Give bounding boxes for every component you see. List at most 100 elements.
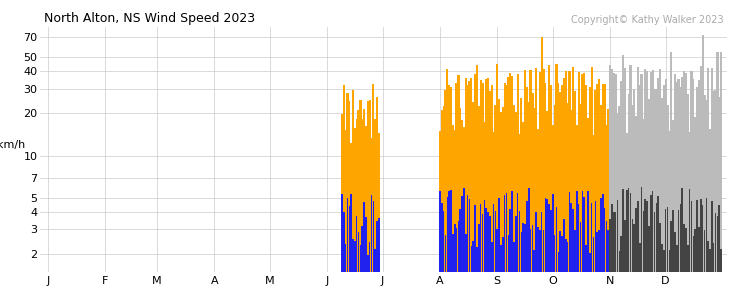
Bar — [360, 245, 361, 272]
Bar — [365, 126, 367, 272]
Bar — [702, 35, 704, 272]
Bar — [574, 91, 576, 272]
Bar — [604, 208, 606, 272]
Bar — [709, 249, 711, 272]
Bar — [377, 221, 378, 272]
Bar — [633, 89, 636, 272]
Bar — [620, 81, 622, 272]
Bar — [559, 231, 561, 272]
Bar — [476, 65, 478, 272]
Bar — [597, 232, 598, 272]
Bar — [573, 209, 574, 272]
Bar — [703, 95, 705, 272]
Bar — [569, 192, 570, 272]
Bar — [509, 72, 512, 272]
Bar — [440, 110, 443, 272]
Bar — [720, 52, 722, 272]
Bar — [693, 236, 694, 272]
Bar — [587, 191, 589, 272]
Bar — [694, 230, 696, 272]
Bar — [482, 214, 483, 272]
Bar — [564, 71, 567, 272]
Bar — [674, 232, 676, 272]
Bar — [446, 69, 448, 272]
Bar — [518, 134, 520, 272]
Bar — [361, 119, 363, 272]
Bar — [669, 250, 670, 272]
Bar — [637, 67, 639, 272]
Bar — [696, 87, 698, 272]
Bar — [613, 73, 615, 272]
Bar — [565, 239, 567, 272]
Bar — [504, 195, 506, 272]
Bar — [552, 194, 553, 272]
Bar — [600, 198, 602, 272]
Bar — [615, 212, 617, 272]
Bar — [648, 226, 650, 272]
Bar — [611, 204, 613, 272]
Bar — [589, 87, 591, 272]
Bar — [456, 228, 457, 272]
Bar — [670, 52, 672, 272]
Bar — [483, 122, 485, 272]
Bar — [509, 210, 511, 272]
Bar — [371, 138, 373, 272]
Bar — [517, 193, 518, 272]
Bar — [657, 78, 659, 272]
Bar — [468, 81, 470, 272]
Bar — [700, 199, 702, 272]
Bar — [630, 193, 631, 272]
Bar — [581, 191, 583, 272]
Bar — [702, 205, 703, 272]
Bar — [661, 244, 663, 272]
Bar — [711, 68, 713, 272]
Bar — [444, 90, 446, 272]
Bar — [523, 223, 524, 272]
Bar — [478, 223, 479, 272]
Bar — [639, 85, 641, 272]
Bar — [374, 249, 376, 272]
Bar — [515, 112, 517, 272]
Bar — [367, 101, 369, 272]
Text: Copyright© Kathy Walker 2023: Copyright© Kathy Walker 2023 — [570, 15, 723, 25]
Bar — [376, 97, 378, 272]
Bar — [374, 119, 377, 272]
Bar — [343, 212, 344, 272]
Bar — [343, 85, 345, 272]
Bar — [611, 69, 613, 272]
Bar — [441, 203, 443, 272]
Bar — [714, 90, 716, 272]
Bar — [677, 79, 680, 272]
Bar — [619, 251, 620, 272]
Bar — [607, 109, 609, 272]
Bar — [692, 79, 694, 272]
Bar — [687, 245, 688, 272]
Bar — [602, 84, 604, 272]
Bar — [500, 246, 502, 272]
Bar — [345, 244, 346, 272]
Bar — [457, 76, 459, 272]
Bar — [563, 78, 565, 272]
Bar — [652, 191, 653, 272]
Bar — [697, 200, 698, 272]
Bar — [620, 236, 622, 272]
Bar — [369, 242, 371, 272]
Bar — [459, 209, 461, 272]
Bar — [668, 131, 670, 272]
Bar — [550, 210, 552, 272]
Bar — [461, 120, 463, 272]
Bar — [578, 204, 579, 272]
Bar — [581, 74, 584, 272]
Bar — [562, 236, 563, 272]
Bar — [520, 232, 522, 272]
Bar — [568, 71, 570, 272]
Bar — [598, 230, 600, 272]
Bar — [470, 78, 473, 272]
Bar — [672, 210, 674, 272]
Bar — [489, 217, 490, 272]
Bar — [628, 95, 630, 272]
Bar — [589, 253, 591, 272]
Bar — [363, 202, 365, 272]
Bar — [688, 132, 691, 272]
Bar — [450, 190, 452, 272]
